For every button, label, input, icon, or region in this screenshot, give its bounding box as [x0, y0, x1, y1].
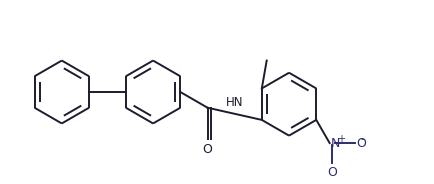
Text: O: O [203, 143, 213, 156]
Text: N: N [331, 137, 340, 150]
Text: -: - [361, 134, 364, 144]
Text: O: O [327, 166, 337, 179]
Text: O: O [357, 137, 366, 150]
Text: HN: HN [226, 96, 243, 109]
Text: +: + [337, 134, 345, 144]
